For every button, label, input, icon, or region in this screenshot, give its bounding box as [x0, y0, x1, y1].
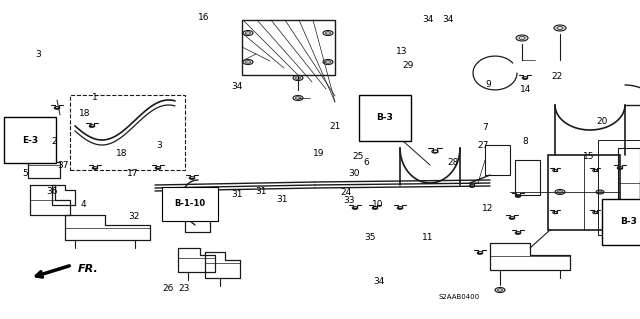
Text: B-3: B-3 — [376, 114, 394, 122]
Text: 26: 26 — [162, 284, 173, 293]
Text: S2AAB0400: S2AAB0400 — [439, 294, 480, 300]
Circle shape — [293, 76, 303, 80]
Circle shape — [516, 35, 528, 41]
Circle shape — [554, 25, 566, 31]
Bar — [548, 155, 620, 230]
Text: 24: 24 — [340, 189, 351, 197]
Bar — [70, 95, 185, 170]
Circle shape — [495, 287, 505, 293]
Text: 2: 2 — [52, 137, 57, 146]
Text: E-3: E-3 — [22, 136, 38, 145]
Text: 13: 13 — [396, 47, 408, 56]
Text: 37: 37 — [57, 161, 68, 170]
Bar — [485, 145, 510, 175]
Text: B-3: B-3 — [620, 218, 637, 226]
Text: 21: 21 — [329, 122, 340, 130]
Text: 3: 3 — [36, 50, 41, 59]
Circle shape — [243, 60, 253, 64]
Text: 1: 1 — [92, 93, 97, 102]
Text: 12: 12 — [482, 204, 493, 213]
Text: 11: 11 — [422, 233, 433, 242]
Text: 20: 20 — [596, 117, 607, 126]
Circle shape — [596, 190, 604, 194]
Text: FR.: FR. — [78, 264, 99, 274]
Text: 10: 10 — [372, 200, 383, 209]
Text: 9: 9 — [486, 80, 491, 89]
Bar — [242, 20, 335, 75]
Text: 8: 8 — [522, 137, 527, 146]
Bar — [618, 148, 640, 218]
Text: 34: 34 — [422, 15, 433, 24]
Text: 18: 18 — [79, 109, 90, 118]
Text: 28: 28 — [447, 158, 459, 167]
Text: B-1-10: B-1-10 — [175, 199, 205, 209]
Text: 19: 19 — [313, 149, 324, 158]
Text: 25: 25 — [353, 152, 364, 161]
Text: 34: 34 — [373, 277, 385, 286]
Text: 29: 29 — [403, 61, 414, 70]
Text: 34: 34 — [442, 15, 454, 24]
Circle shape — [555, 189, 565, 195]
Text: 5: 5 — [23, 169, 28, 178]
Text: 6: 6 — [364, 158, 369, 167]
Text: 31: 31 — [255, 187, 267, 196]
Text: 35: 35 — [364, 233, 376, 242]
Text: 7: 7 — [483, 123, 488, 132]
Circle shape — [323, 60, 333, 64]
Text: 4: 4 — [81, 200, 86, 209]
Text: 16: 16 — [198, 13, 209, 22]
Text: 22: 22 — [551, 72, 563, 81]
Text: 27: 27 — [477, 141, 489, 150]
Text: 36: 36 — [47, 187, 58, 196]
Text: 33: 33 — [343, 197, 355, 205]
Circle shape — [323, 31, 333, 35]
Text: 34: 34 — [231, 82, 243, 91]
Bar — [598, 140, 640, 235]
Circle shape — [293, 95, 303, 100]
Text: 18: 18 — [116, 149, 127, 158]
Text: 30: 30 — [348, 169, 360, 178]
Text: 32: 32 — [129, 212, 140, 221]
Text: 31: 31 — [231, 190, 243, 199]
Circle shape — [243, 31, 253, 35]
Text: 14: 14 — [520, 85, 532, 94]
Text: 3: 3 — [156, 141, 161, 150]
Bar — [515, 160, 540, 195]
Text: 17: 17 — [127, 169, 139, 178]
Text: 23: 23 — [178, 284, 189, 293]
Text: 15: 15 — [583, 152, 595, 161]
Text: 31: 31 — [276, 195, 287, 204]
